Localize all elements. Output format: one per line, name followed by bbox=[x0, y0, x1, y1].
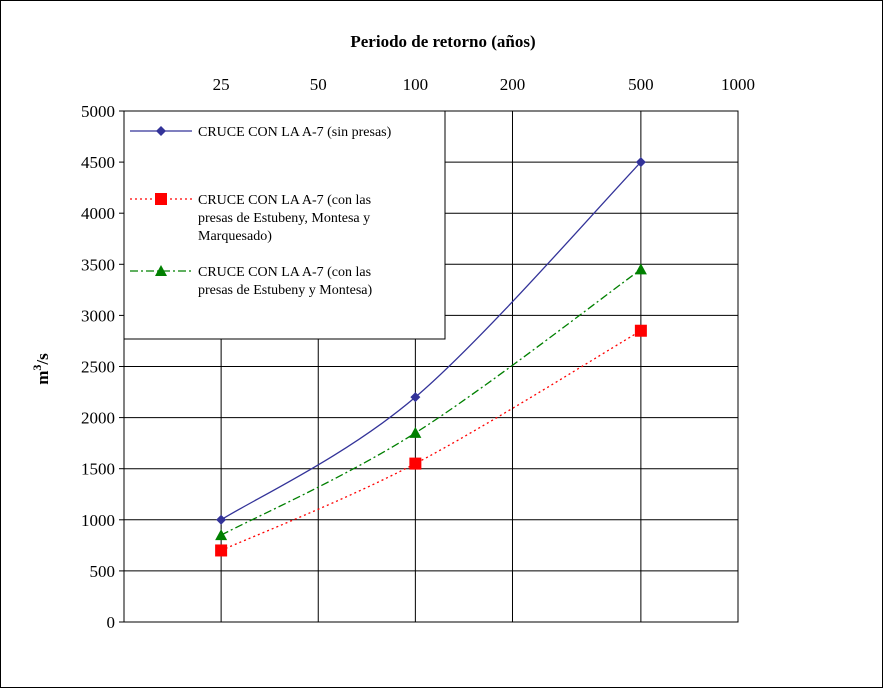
data-point bbox=[634, 263, 647, 275]
legend-label: presas de Estubeny y Montesa) bbox=[198, 283, 373, 298]
y-tick-label: 4000 bbox=[81, 204, 115, 223]
data-point bbox=[635, 157, 646, 168]
y-tick-label: 1500 bbox=[81, 460, 115, 479]
legend-label: presas de Estubeny, Montesa y bbox=[198, 211, 370, 226]
series-3 bbox=[215, 263, 647, 541]
y-tick-label: 3000 bbox=[81, 306, 115, 325]
chart-title: Periodo de retorno (años) bbox=[350, 32, 535, 51]
y-tick-label: 1000 bbox=[81, 511, 115, 530]
series-2 bbox=[215, 324, 647, 557]
legend: CRUCE CON LA A-7 (sin presas) CRUCE CON L… bbox=[123, 110, 446, 340]
y-tick-label: 2500 bbox=[81, 358, 115, 377]
x-tick-label: 100 bbox=[403, 75, 429, 94]
data-point bbox=[215, 544, 228, 557]
legend-entry-2: CRUCE CON LA A-7 (con las presas de Estub… bbox=[130, 193, 371, 244]
legend-label: CRUCE CON LA A-7 (con las bbox=[198, 193, 371, 208]
legend-entry-3: CRUCE CON LA A-7 (con las presas de Estub… bbox=[130, 265, 373, 298]
series-line-1 bbox=[220, 161, 642, 521]
legend-marker bbox=[156, 126, 166, 136]
data-point bbox=[409, 426, 422, 438]
legend-marker bbox=[155, 265, 167, 276]
y-tick-label: 0 bbox=[107, 613, 116, 632]
y-tick-label: 4500 bbox=[81, 153, 115, 172]
series-line-2 bbox=[220, 330, 642, 552]
y-axis-title: m3/s bbox=[30, 353, 52, 385]
x-tick-label: 25 bbox=[213, 75, 230, 94]
x-tick-label: 50 bbox=[310, 75, 327, 94]
x-axis-ticks: 25 50 100 200 500 1000 bbox=[213, 75, 755, 94]
series-1 bbox=[216, 157, 646, 525]
legend-entry-1: CRUCE CON LA A-7 (sin presas) bbox=[130, 125, 392, 140]
y-tick-label: 3500 bbox=[81, 255, 115, 274]
data-point bbox=[216, 514, 227, 525]
y-tick-label: 5000 bbox=[81, 102, 115, 121]
legend-box bbox=[123, 110, 446, 340]
x-tick-label: 500 bbox=[628, 75, 654, 94]
legend-label: CRUCE CON LA A-7 (sin presas) bbox=[198, 125, 392, 140]
y-tick-label: 2000 bbox=[81, 409, 115, 428]
data-point bbox=[409, 457, 422, 470]
x-tick-label: 200 bbox=[500, 75, 526, 94]
legend-label: Marquesado) bbox=[198, 229, 272, 244]
y-axis-ticks: 0 500 1000 1500 2000 2500 3000 3500 4000 4500 5000 bbox=[81, 102, 124, 632]
data-point bbox=[634, 324, 647, 337]
data-point bbox=[215, 529, 228, 541]
legend-label: CRUCE CON LA A-7 (con las bbox=[198, 265, 371, 280]
legend-marker bbox=[155, 193, 167, 205]
y-tick-label: 500 bbox=[90, 562, 116, 581]
data-point bbox=[410, 392, 421, 403]
series-layer bbox=[215, 157, 647, 557]
x-tick-label: 1000 bbox=[721, 75, 755, 94]
